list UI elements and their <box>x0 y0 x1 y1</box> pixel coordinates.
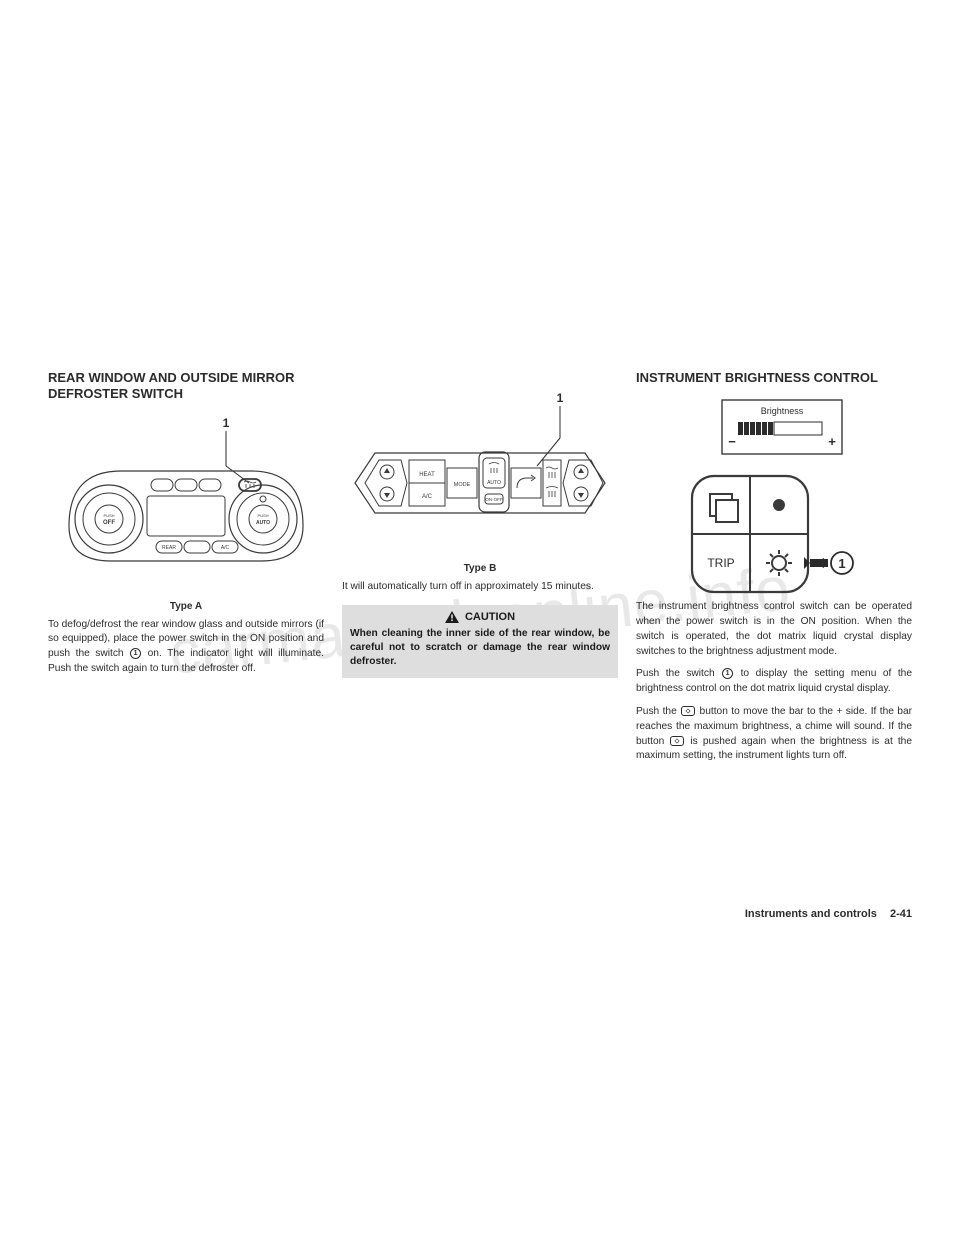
brightness-button-icon <box>681 706 695 716</box>
callout-1-icon: 1 <box>722 668 733 679</box>
svg-text:A/C: A/C <box>422 494 433 500</box>
svg-text:REAR: REAR <box>162 545 176 551</box>
svg-text:1: 1 <box>557 391 564 405</box>
defroster-body-text: To defog/defrost the rear window glass a… <box>48 618 324 677</box>
footer-page-number: 2-41 <box>890 908 912 920</box>
caution-header: CAUTION <box>350 611 610 623</box>
caution-label: CAUTION <box>465 611 515 623</box>
brightness-p1: The instrument brightness control switch… <box>636 600 912 659</box>
figure-type-a: 1 PUSH OFF PUSH AUTO <box>48 411 324 591</box>
column-3: INSTRUMENT BRIGHTNESS CONTROL Brightness… <box>636 370 912 772</box>
svg-text:TRIP: TRIP <box>707 556 734 570</box>
section-title-defroster: REAR WINDOW AND OUTSIDE MIRROR DEFROSTER… <box>48 370 324 403</box>
brightness-p3: Push the button to move the bar to the +… <box>636 705 912 764</box>
figure-brightness: Brightness − + <box>636 394 912 594</box>
svg-text:+: + <box>828 434 836 449</box>
brightness-p2: Push the switch 1 to display the setting… <box>636 667 912 697</box>
column-1: REAR WINDOW AND OUTSIDE MIRROR DEFROSTER… <box>48 370 324 772</box>
page-footer: Instruments and controls 2-41 <box>745 908 912 920</box>
svg-text:PUSH: PUSH <box>257 513 268 518</box>
svg-text:1: 1 <box>838 556 845 571</box>
manual-page: REAR WINDOW AND OUTSIDE MIRROR DEFROSTER… <box>48 370 912 772</box>
svg-text:−: − <box>728 434 736 449</box>
svg-text:MODE: MODE <box>454 482 471 488</box>
caution-box: CAUTION When cleaning the inner side of … <box>342 605 618 678</box>
svg-text:AUTO: AUTO <box>487 480 501 486</box>
callout-1-icon: 1 <box>130 648 141 659</box>
footer-section: Instruments and controls <box>745 908 877 920</box>
svg-text:ON·OFF: ON·OFF <box>485 497 502 502</box>
section-title-brightness: INSTRUMENT BRIGHTNESS CONTROL <box>636 370 912 386</box>
figure-caption-a: Type A <box>48 601 324 612</box>
spacer <box>342 370 618 388</box>
brightness-button-icon <box>670 736 684 746</box>
figure-type-b: 1 HEAT A/C MODE <box>342 388 618 553</box>
svg-text:AUTO: AUTO <box>256 520 270 526</box>
caution-body-text: When cleaning the inner side of the rear… <box>350 627 610 670</box>
panel-type-a-svg: 1 PUSH OFF PUSH AUTO <box>51 411 321 591</box>
svg-text:1: 1 <box>223 416 230 430</box>
auto-off-text: It will automatically turn off in approx… <box>342 580 618 595</box>
svg-text:A/C: A/C <box>221 545 230 551</box>
figure-caption-b: Type B <box>342 563 618 574</box>
column-2: 1 HEAT A/C MODE <box>342 370 618 772</box>
brightness-control-svg: Brightness − + <box>674 394 874 594</box>
warning-triangle-icon <box>445 611 459 623</box>
svg-text:OFF: OFF <box>103 520 115 526</box>
panel-type-b-svg: 1 HEAT A/C MODE <box>345 388 615 553</box>
svg-text:Brightness: Brightness <box>761 406 804 416</box>
svg-text:PUSH: PUSH <box>103 513 114 518</box>
svg-text:HEAT: HEAT <box>419 472 435 478</box>
